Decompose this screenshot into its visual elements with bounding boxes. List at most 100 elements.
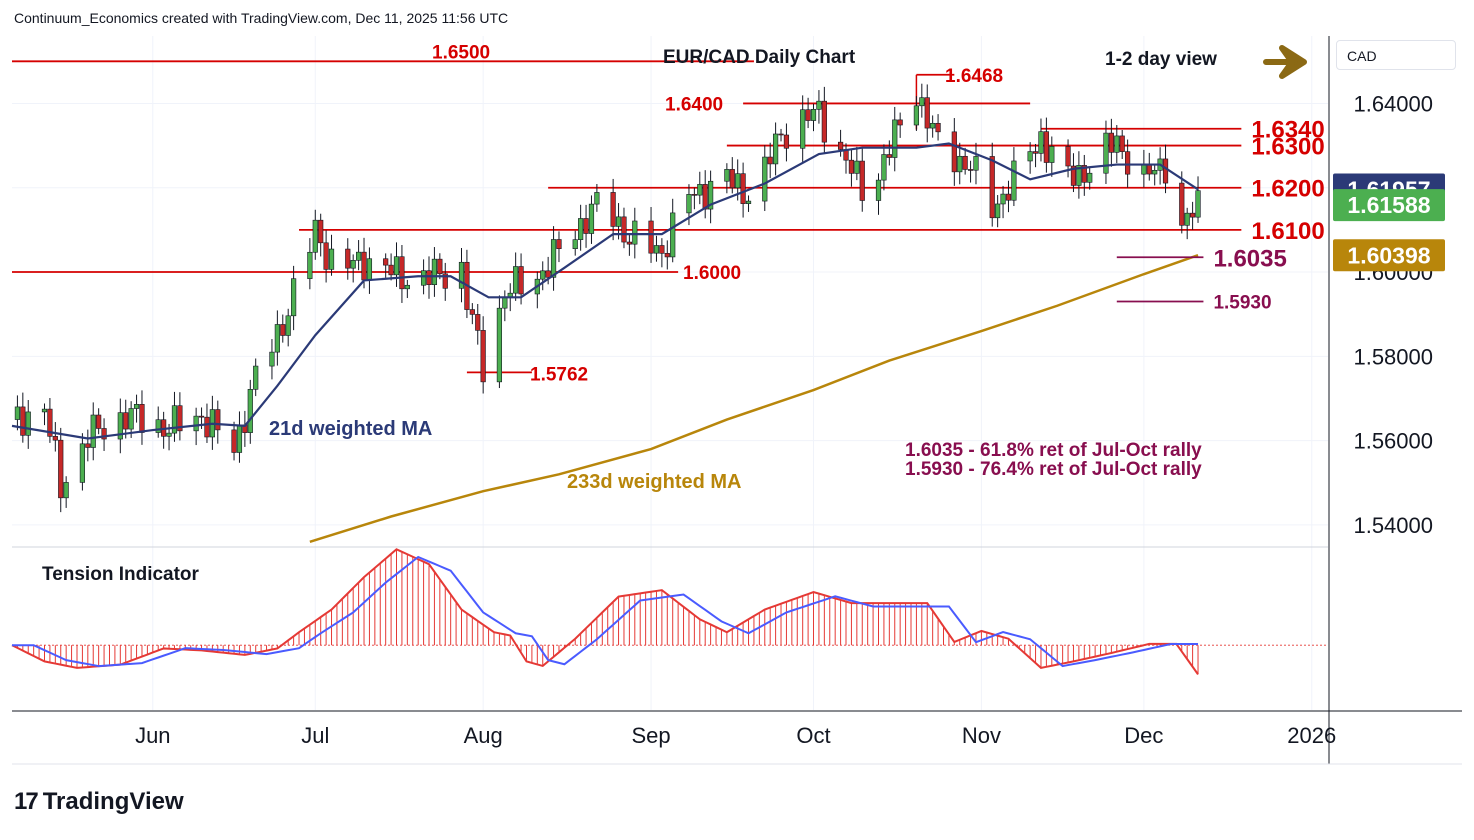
- x-tick-label: Jul: [301, 723, 329, 748]
- level-label: 1.6035: [1213, 245, 1286, 272]
- plot-background: [12, 36, 1328, 710]
- candle: [951, 131, 957, 173]
- candle: [848, 159, 855, 174]
- candle: [540, 270, 546, 280]
- candle: [52, 436, 58, 441]
- candle: [393, 256, 400, 276]
- price-tag: [1333, 189, 1445, 222]
- candle: [670, 212, 676, 258]
- x-tick-label: 2026: [1287, 723, 1336, 748]
- candle: [745, 200, 752, 204]
- y-tick-label: 1.56000: [1353, 429, 1433, 454]
- candle: [913, 105, 920, 126]
- candle: [583, 218, 589, 234]
- candle: [350, 260, 356, 269]
- candle: [1146, 163, 1152, 175]
- candle: [328, 248, 335, 270]
- candle: [626, 241, 632, 245]
- candle: [1103, 132, 1109, 174]
- candle: [989, 156, 995, 219]
- tradingview-logo: 17 TradingView: [14, 788, 184, 816]
- level-label: 1.6500: [432, 42, 490, 63]
- candle: [388, 264, 394, 276]
- candle: [1081, 165, 1087, 183]
- view-label: 1-2 day view: [1105, 49, 1217, 70]
- candle: [1070, 165, 1077, 186]
- candle: [399, 256, 405, 290]
- candle: [1179, 182, 1185, 226]
- candle: [1065, 146, 1071, 167]
- y-tick-label: 1.58000: [1353, 344, 1433, 369]
- candle: [171, 405, 178, 434]
- candle: [442, 273, 448, 289]
- chart-title: EUR/CAD Daily Chart: [663, 47, 856, 68]
- signal-line: [12, 555, 1199, 668]
- candle: [101, 428, 107, 440]
- levels-layer: [12, 60, 1242, 374]
- level-label: 1.6000: [683, 263, 741, 284]
- candle: [247, 389, 253, 433]
- candle: [930, 122, 936, 129]
- candle: [1087, 172, 1093, 183]
- candle: [859, 160, 865, 201]
- candle: [1032, 151, 1039, 154]
- candle: [496, 307, 503, 383]
- candle: [973, 156, 979, 171]
- candle: [767, 156, 773, 165]
- candle: [345, 248, 351, 269]
- ma-233-line: [309, 253, 1199, 543]
- candle: [274, 324, 280, 353]
- candle: [821, 100, 827, 143]
- candle: [139, 404, 145, 433]
- candle: [1162, 158, 1169, 184]
- tension-line: [11, 548, 1199, 675]
- x-tick-label: Jun: [135, 723, 170, 748]
- candle: [1108, 132, 1114, 153]
- candle: [610, 192, 616, 227]
- tv-logo-icon: 17: [14, 788, 39, 815]
- candle: [155, 419, 161, 433]
- candle: [280, 324, 286, 336]
- candle: [995, 203, 1001, 219]
- candle: [556, 239, 562, 249]
- grid: [12, 36, 1328, 710]
- ma-233-layer: [309, 253, 1199, 543]
- candle: [816, 100, 822, 110]
- candle: [96, 414, 102, 429]
- x-tick-label: Aug: [464, 723, 503, 748]
- candle: [318, 219, 324, 244]
- level-label: 1.6400: [665, 94, 723, 115]
- level-label: 1.5762: [530, 364, 588, 385]
- candle: [1195, 190, 1201, 218]
- candle: [773, 133, 779, 165]
- candle: [193, 415, 199, 432]
- candle: [664, 253, 670, 258]
- y-tick-label: 1.64000: [1353, 91, 1433, 116]
- candle: [837, 141, 844, 150]
- arrow-right-icon: [1263, 45, 1307, 79]
- price-tag-label: 1.61588: [1347, 192, 1430, 218]
- candle: [778, 133, 784, 136]
- candle: [361, 251, 367, 281]
- candle: [572, 239, 578, 249]
- candle: [85, 443, 91, 448]
- candle: [366, 258, 373, 281]
- candle: [307, 251, 313, 279]
- candle: [469, 309, 475, 315]
- candle: [594, 192, 600, 205]
- currency-label: CAD: [1336, 40, 1456, 70]
- candle: [117, 412, 123, 440]
- candle: [383, 258, 389, 266]
- annotation-label: 1.5930 - 76.4% ret of Jul-Oct rally: [905, 459, 1202, 480]
- candle: [1043, 131, 1049, 163]
- candle: [897, 119, 903, 126]
- level-label: 1.6468: [945, 66, 1003, 87]
- candle: [253, 365, 259, 390]
- candle: [502, 297, 508, 309]
- indicator-title: Tension Indicator: [42, 564, 200, 585]
- candle: [854, 160, 860, 174]
- candle: [231, 429, 237, 453]
- tension-indicator-layer: [11, 548, 1328, 675]
